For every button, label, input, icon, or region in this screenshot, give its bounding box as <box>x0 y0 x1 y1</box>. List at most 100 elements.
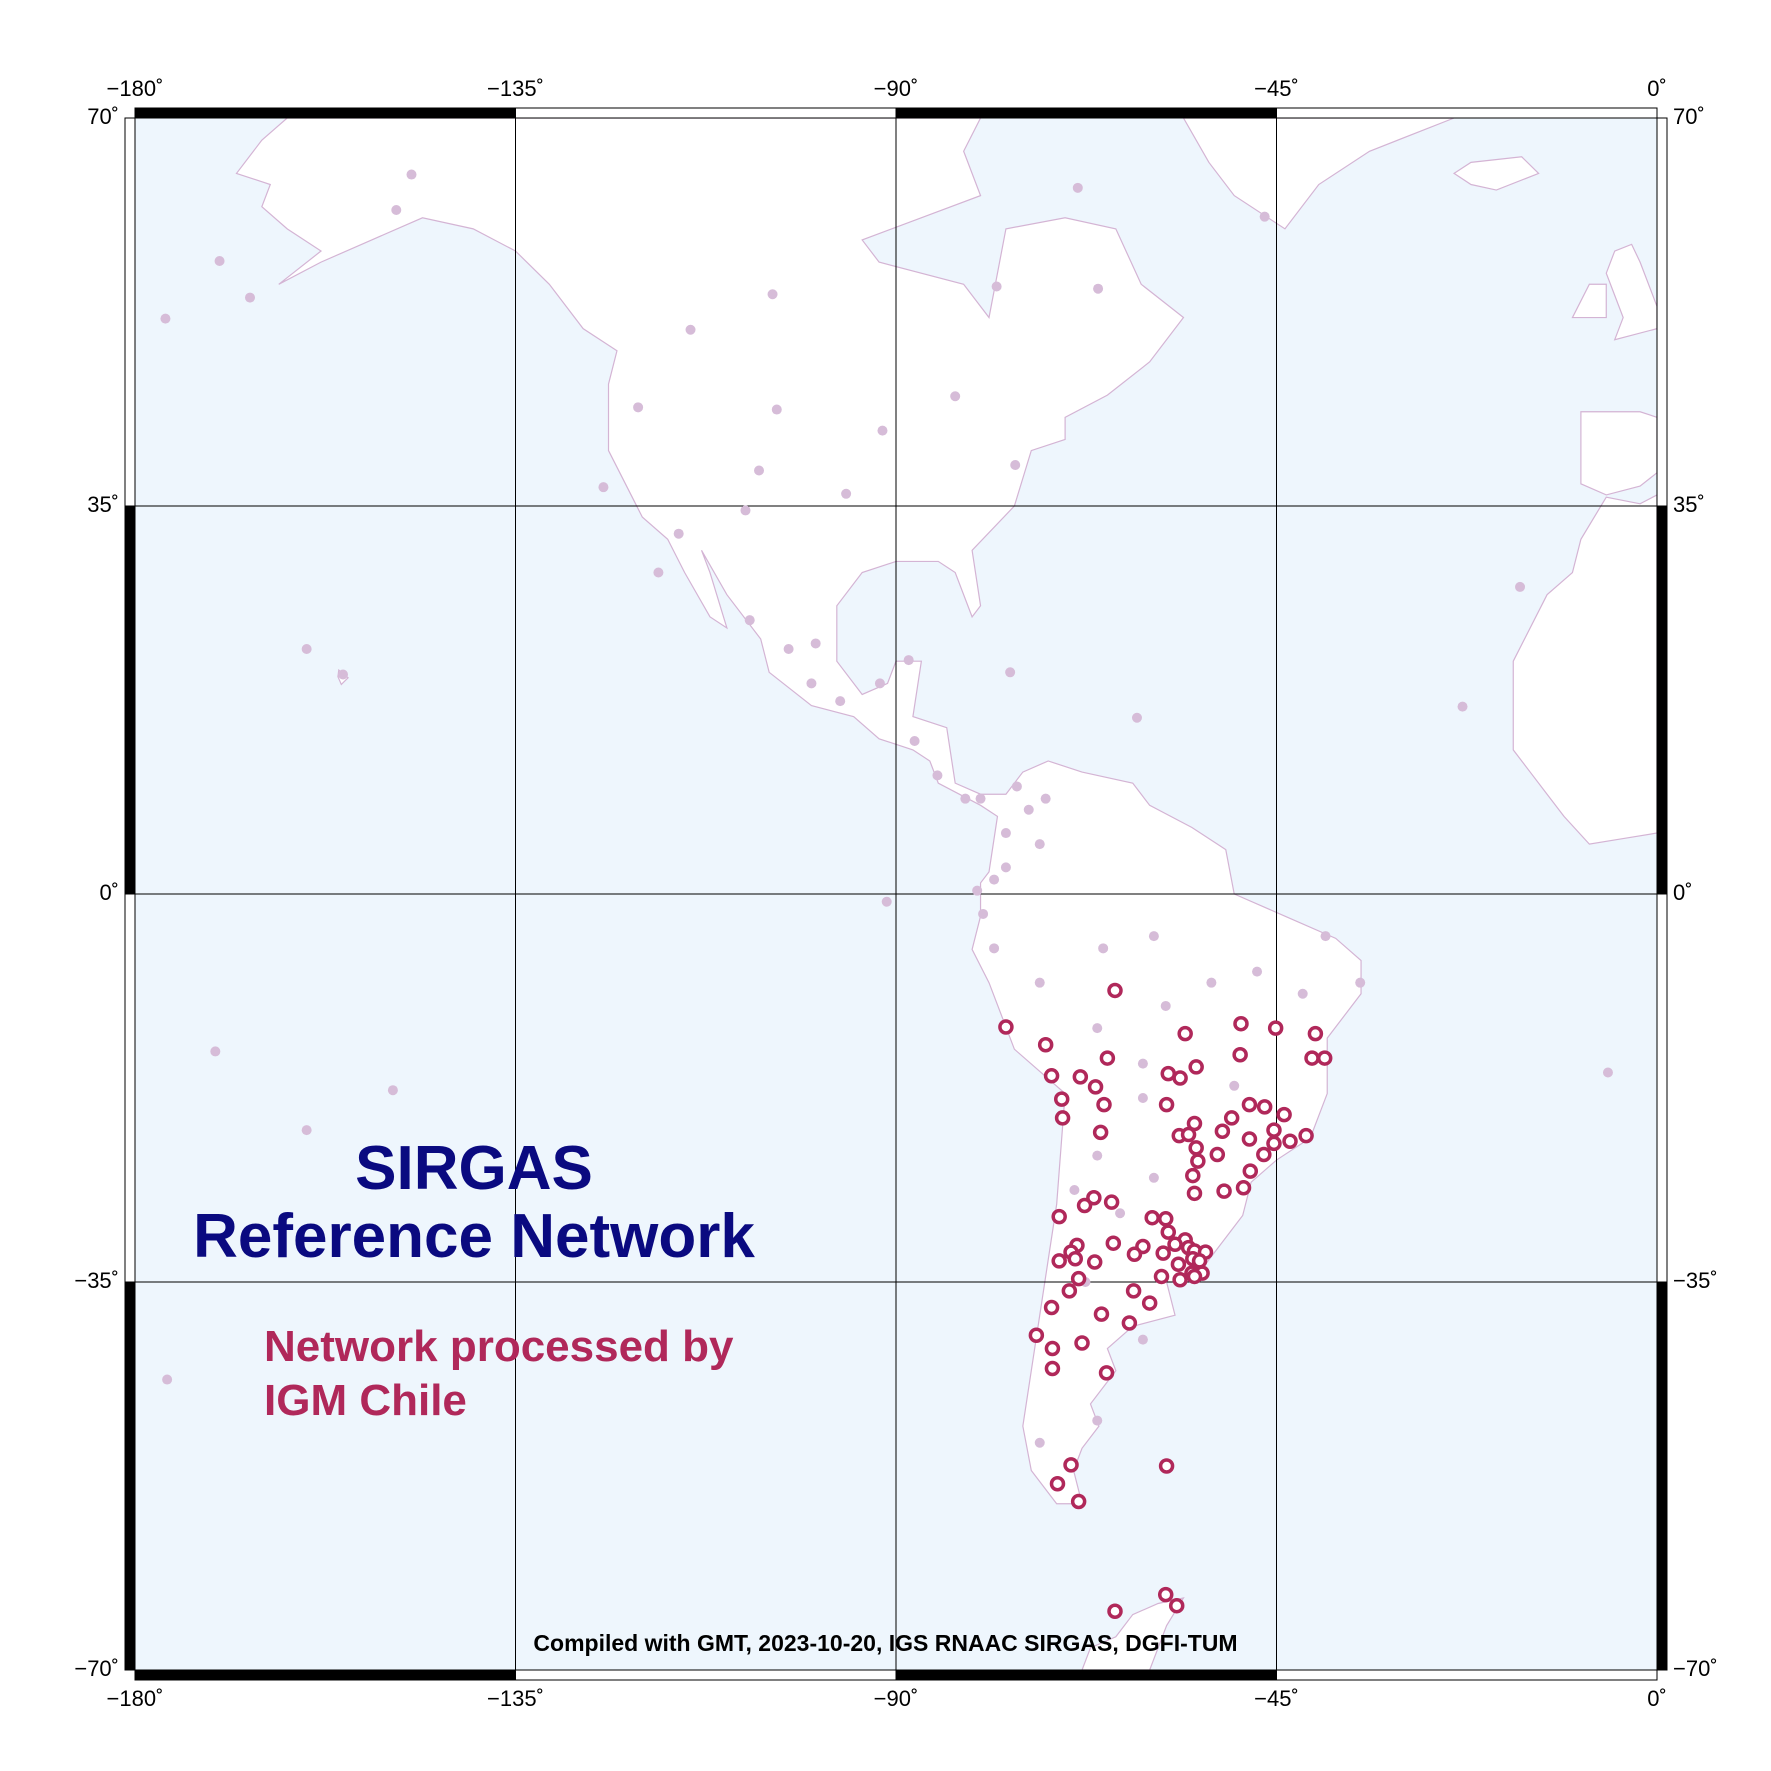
station <box>1092 1415 1103 1426</box>
processed-station <box>1266 1135 1282 1152</box>
frame-segment <box>895 107 1277 119</box>
processed-station <box>1190 1153 1206 1169</box>
station <box>1259 211 1270 222</box>
y-tick-label: −35˚ <box>1673 1268 1718 1293</box>
station <box>1034 977 1045 988</box>
station <box>950 391 961 402</box>
station <box>673 528 684 539</box>
frame-segment <box>1656 117 1668 507</box>
frame-segment <box>124 117 136 507</box>
map-subtitle: Reference Network <box>193 1202 755 1271</box>
station <box>1115 1208 1126 1219</box>
processed-station <box>1051 1208 1067 1225</box>
station <box>783 644 794 655</box>
processed-station <box>1256 1099 1273 1115</box>
station <box>1072 182 1083 193</box>
processed-station <box>1087 1079 1104 1095</box>
frame-segment <box>124 1281 136 1671</box>
station <box>744 615 755 626</box>
y-tick-label: −70˚ <box>1673 1656 1718 1681</box>
frame-segment <box>1656 893 1668 1283</box>
station <box>1297 988 1308 999</box>
processed-station <box>1186 1268 1203 1285</box>
processed-station <box>1107 982 1123 999</box>
processed-station <box>1049 1476 1066 1492</box>
frame-segment <box>1276 1669 1658 1681</box>
processed-station <box>1155 1245 1171 1261</box>
x-tick-label: −180˚ <box>107 76 164 101</box>
station <box>975 793 986 804</box>
land <box>1452 156 1540 191</box>
station <box>1011 781 1022 792</box>
x-tick-label: −180˚ <box>107 1686 164 1711</box>
processed-station <box>1105 1235 1122 1251</box>
processed-station <box>1141 1295 1158 1311</box>
land <box>1081 1597 1185 1671</box>
station <box>1252 966 1263 977</box>
station <box>754 465 765 476</box>
station <box>903 655 914 666</box>
processed-station <box>1241 1131 1258 1147</box>
processed-station <box>1168 1597 1185 1614</box>
station <box>972 885 983 896</box>
processed-station <box>1043 1299 1060 1316</box>
y-tick-label: 70˚ <box>87 104 119 129</box>
station <box>338 669 349 680</box>
x-tick-label: −90˚ <box>874 1686 919 1711</box>
processed-station <box>1074 1335 1090 1351</box>
station <box>1320 931 1331 942</box>
frame-segment <box>124 893 136 1283</box>
station <box>1206 977 1217 988</box>
frame <box>134 117 1658 1671</box>
station <box>1040 793 1051 804</box>
land <box>1580 411 1658 496</box>
x-tick-label: −45˚ <box>1254 1686 1299 1711</box>
frame-segment <box>1276 107 1658 119</box>
station <box>160 313 171 324</box>
processed-station <box>1282 1133 1298 1149</box>
processed-station <box>1099 1050 1116 1066</box>
processed-station <box>1186 1115 1203 1132</box>
land <box>1605 243 1658 341</box>
processed-station <box>1043 1068 1060 1084</box>
x-tick-label: −45˚ <box>1254 76 1299 101</box>
credit-note: Compiled with GMT, 2023-10-20, IGS RNAAC… <box>533 1630 1238 1656</box>
y-tick-label: 0˚ <box>99 880 119 905</box>
processed-station <box>1063 1457 1079 1473</box>
station <box>1148 931 1159 942</box>
station <box>771 404 782 415</box>
legend-label: Network processed by IGM Chile <box>264 1322 734 1425</box>
station <box>932 770 943 781</box>
processed-station <box>1158 1458 1175 1474</box>
processed-station <box>1172 1070 1188 1086</box>
processed-station <box>998 1019 1014 1035</box>
station <box>960 793 971 804</box>
station <box>653 567 664 578</box>
processed-station <box>1160 1224 1177 1240</box>
processed-station <box>1096 1096 1112 1113</box>
x-tick-label: 0˚ <box>1647 1686 1667 1711</box>
station <box>1098 943 1109 954</box>
processed-station <box>1233 1015 1249 1032</box>
station <box>1137 1092 1148 1103</box>
y-tick-label: 0˚ <box>1673 880 1693 905</box>
processed-station <box>1241 1096 1258 1113</box>
station <box>881 896 892 907</box>
station <box>767 289 778 300</box>
processed-station <box>1186 1185 1203 1202</box>
station <box>1229 1080 1240 1091</box>
processed-station <box>1256 1146 1272 1163</box>
processed-station <box>1167 1236 1183 1253</box>
station <box>1602 1067 1613 1078</box>
station <box>301 644 312 655</box>
station <box>301 1125 312 1136</box>
station <box>1023 804 1034 815</box>
processed-station <box>1158 1096 1175 1113</box>
station <box>877 425 888 436</box>
station <box>978 908 989 919</box>
station <box>835 696 846 707</box>
processed-station <box>1242 1163 1259 1179</box>
processed-station <box>1188 1059 1204 1075</box>
station <box>1092 1150 1103 1161</box>
frame-segment <box>134 1669 516 1681</box>
